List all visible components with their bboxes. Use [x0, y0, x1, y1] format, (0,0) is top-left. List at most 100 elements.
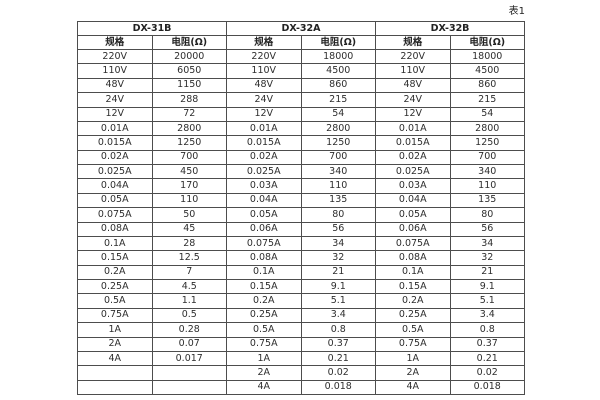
col-header-resistance: 电阻(Ω) [300, 35, 376, 50]
table-body: 220V 20000 220V 18000 220V 18000 110V 6050 110V 4… [77, 48, 525, 396]
table-cell: 4A [226, 379, 302, 396]
table-cell: 0.15A [77, 250, 153, 266]
table-cell: 0.5A [375, 322, 451, 338]
table-cell: 0.06A [226, 221, 302, 237]
table-row: 110V 6050 110V 4500 110V 4500 [77, 63, 525, 79]
table-cell: 0.07 [151, 336, 227, 352]
table-cell: 0.8 [449, 322, 525, 338]
table-cell: 4A [375, 379, 451, 396]
table-cell: 0.015A [375, 135, 451, 151]
table-cell: 220V [77, 48, 153, 65]
table-cell: 1250 [300, 135, 376, 151]
table-cell: 21 [300, 264, 376, 281]
table-row: 0.08A 45 0.06A 56 0.06A 56 [77, 221, 525, 237]
table-cell: 4500 [300, 63, 376, 79]
table-cell [77, 379, 153, 396]
table-cell: 0.06A [375, 221, 451, 237]
table-cell: 2A [375, 365, 451, 381]
table-cell: 0.15A [375, 278, 451, 295]
table-cell: 3.4 [300, 307, 376, 324]
table-cell: 0.25A [77, 278, 153, 295]
table-cell: 9.1 [300, 278, 376, 295]
table-cell: 110V [77, 63, 153, 79]
table-cell: 80 [300, 207, 376, 223]
table-cell: 20000 [151, 48, 227, 65]
table-cell: 0.37 [449, 336, 525, 352]
table-cell: 5.1 [300, 293, 376, 309]
table-cell: 170 [151, 178, 227, 194]
table-cell: 110V [375, 63, 451, 79]
table-row: 0.015A 1250 0.015A 1250 0.015A 1250 [77, 135, 525, 151]
col-header-spec: 规格 [375, 35, 451, 50]
table-cell: 340 [300, 163, 376, 180]
table-cell: 54 [449, 106, 525, 122]
table-cell: 4500 [449, 63, 525, 79]
table-cell [151, 379, 227, 396]
table-cell: 0.5A [77, 293, 153, 309]
table-cell: 34 [300, 235, 376, 252]
table-cell: 12V [77, 106, 153, 122]
col-header-resistance: 电阻(Ω) [151, 35, 227, 50]
table-cell: 215 [300, 92, 376, 108]
table-row: 0.25A 4.5 0.15A 9.1 0.15A 9.1 [77, 278, 525, 295]
table-cell: 24V [375, 92, 451, 108]
table-cell: 0.015A [77, 135, 153, 151]
table-row: 24V 288 24V 215 24V 215 [77, 92, 525, 108]
table-cell: 24V [226, 92, 302, 108]
table-cell: 1A [375, 350, 451, 367]
table-cell: 12V [375, 106, 451, 122]
table-cell: 0.075A [375, 235, 451, 252]
table-cell: 32 [300, 250, 376, 266]
table-cell: 0.025A [77, 163, 153, 180]
table-row: 0.025A 450 0.025A 340 0.025A 340 [77, 163, 525, 180]
table-cell: 54 [300, 106, 376, 122]
group-header-dx32a: DX-32A [226, 21, 376, 36]
resistance-spec-table: DX-31B DX-32A DX-32B 规格 电阻(Ω) 规格 电阻(Ω) 规… [77, 21, 525, 396]
table-cell: 0.5A [226, 322, 302, 338]
table-cell: 288 [151, 92, 227, 108]
table-cell: 0.018 [449, 379, 525, 396]
table-cell: 0.75A [226, 336, 302, 352]
table-cell: 45 [151, 221, 227, 237]
table-cell: 0.017 [151, 350, 227, 367]
column-header-row: 规格 电阻(Ω) 规格 电阻(Ω) 规格 电阻(Ω) [77, 35, 525, 50]
table-row: 0.04A 170 0.03A 110 0.03A 110 [77, 178, 525, 194]
table-cell: 56 [449, 221, 525, 237]
table-cell: 48V [226, 77, 302, 94]
table-cell: 0.03A [226, 178, 302, 194]
table-cell: 0.02A [226, 149, 302, 166]
table-cell: 0.025A [375, 163, 451, 180]
table-row: 0.1A 28 0.075A 34 0.075A 34 [77, 235, 525, 252]
table-cell: 18000 [449, 48, 525, 65]
table-cell: 700 [449, 149, 525, 166]
table-cell: 700 [300, 149, 376, 166]
table-cell: 0.05A [77, 192, 153, 209]
table-cell: 21 [449, 264, 525, 281]
group-header-row: DX-31B DX-32A DX-32B [77, 21, 525, 36]
table-cell: 0.25A [226, 307, 302, 324]
table-cell: 110 [449, 178, 525, 194]
table-cell: 1150 [151, 77, 227, 94]
table-cell: 0.1A [226, 264, 302, 281]
table-row: 0.75A 0.5 0.25A 3.4 0.25A 3.4 [77, 307, 525, 324]
table-cell: 0.2A [77, 264, 153, 281]
table-cell: 2A [77, 336, 153, 352]
table-cell: 2A [226, 365, 302, 381]
table-cell: 1A [77, 322, 153, 338]
table-cell: 0.03A [375, 178, 451, 194]
table-cell: 48V [77, 77, 153, 94]
table-cell: 0.02A [77, 149, 153, 166]
table-cell: 3.4 [449, 307, 525, 324]
table-row: 0.075A 50 0.05A 80 0.05A 80 [77, 207, 525, 223]
table-cell: 0.2A [375, 293, 451, 309]
table-cell: 0.02 [449, 365, 525, 381]
table-cell: 135 [449, 192, 525, 209]
table-cell: 0.02 [300, 365, 376, 381]
table-cell: 0.15A [226, 278, 302, 295]
spec-table-container: DX-31B DX-32A DX-32B 规格 电阻(Ω) 规格 电阻(Ω) 规… [77, 21, 525, 396]
table-row: 4A 0.017 1A 0.21 1A 0.21 [77, 350, 525, 367]
table-cell: 2800 [300, 120, 376, 137]
table-cell: 5.1 [449, 293, 525, 309]
col-header-spec: 规格 [77, 35, 153, 50]
col-header-resistance: 电阻(Ω) [449, 35, 525, 50]
